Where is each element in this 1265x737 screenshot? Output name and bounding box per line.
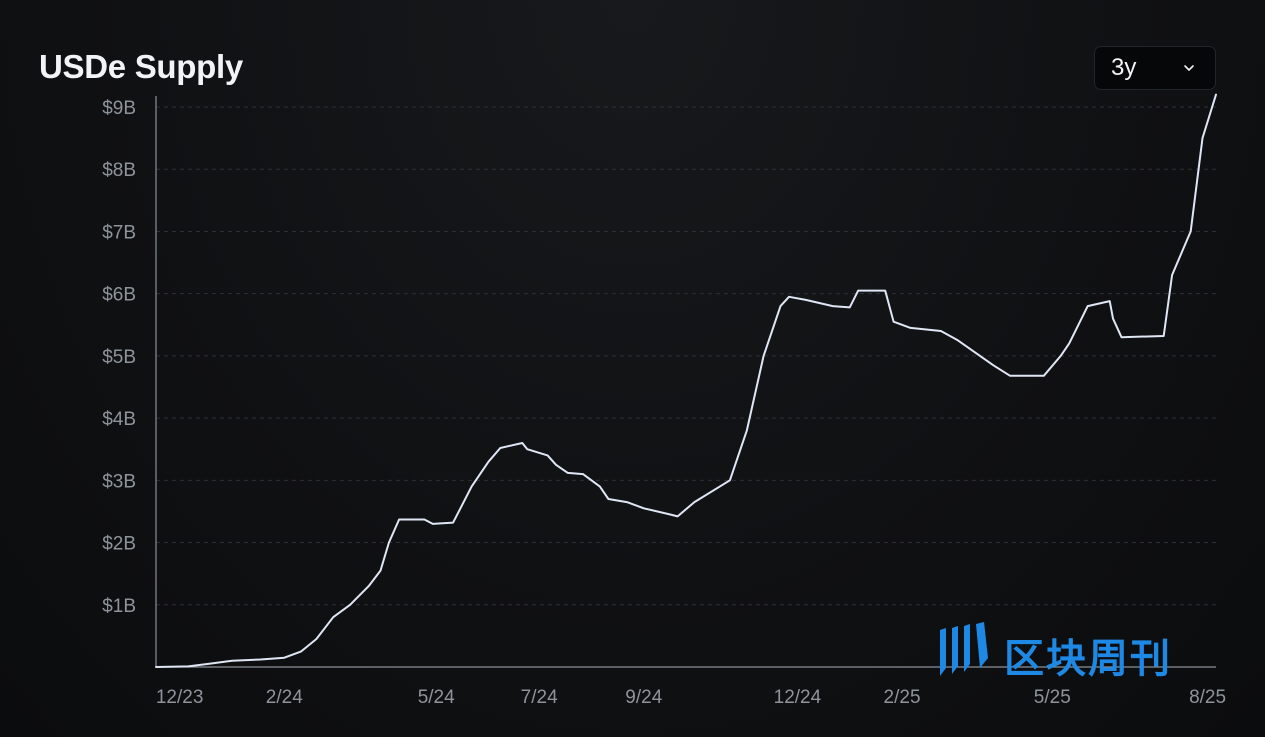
y-tick-label: $2B	[102, 534, 136, 555]
chevron-down-icon	[1181, 60, 1197, 76]
y-tick-label: $4B	[102, 409, 136, 430]
x-tick-label: 8/25	[1189, 687, 1226, 708]
y-tick-label: $3B	[102, 471, 136, 492]
series-layer	[155, 93, 1217, 668]
watermark: 区块周刊	[936, 622, 1172, 687]
series-line	[155, 93, 1217, 668]
axes	[155, 96, 1216, 668]
y-tick-label: $9B	[102, 98, 136, 119]
chart-title: USDe Supply	[39, 48, 243, 85]
x-axis-ticks: 12/23 2/24 5/24 7/24 9/24 12/24 2/25 5/25 8/25	[156, 687, 1226, 708]
x-tick-label: 5/24	[418, 687, 455, 708]
x-tick-label: 5/25	[1034, 687, 1071, 708]
y-tick-label: $5B	[102, 347, 136, 368]
y-tick-label: $8B	[102, 160, 136, 181]
x-tick-label: 7/24	[521, 687, 558, 708]
x-tick-label: 2/24	[266, 687, 303, 708]
time-range-select[interactable]: 3y	[1094, 46, 1216, 90]
x-tick-label: 12/23	[156, 687, 204, 708]
watermark-text: 区块周刊	[1004, 635, 1172, 682]
blockweekly-logo-icon	[936, 622, 994, 687]
y-axis-ticks: $1B $2B $3B $4B $5B $6B $7B $8B $9B	[102, 98, 136, 617]
x-tick-label: 12/24	[774, 687, 822, 708]
grid-lines	[156, 106, 1216, 606]
y-tick-label: $1B	[102, 596, 136, 617]
y-tick-label: $7B	[102, 222, 136, 243]
y-tick-label: $6B	[102, 285, 136, 306]
x-tick-label: 2/25	[884, 687, 921, 708]
x-tick-label: 9/24	[625, 687, 662, 708]
time-range-value: 3y	[1111, 54, 1137, 81]
